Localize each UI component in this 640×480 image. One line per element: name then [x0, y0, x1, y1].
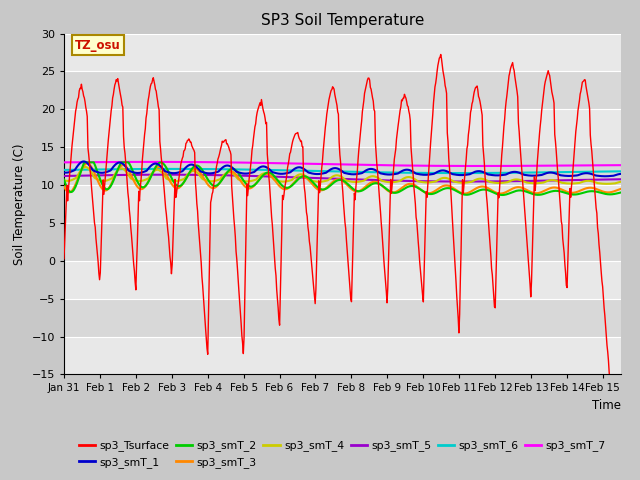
- Bar: [64, 336, 621, 374]
- X-axis label: Time: Time: [592, 399, 621, 412]
- Y-axis label: Soil Temperature (C): Soil Temperature (C): [13, 143, 26, 265]
- Bar: [64, 72, 621, 109]
- Text: TZ_osu: TZ_osu: [75, 39, 121, 52]
- Bar: [64, 147, 621, 185]
- Title: SP3 Soil Temperature: SP3 Soil Temperature: [260, 13, 424, 28]
- Bar: [64, 109, 621, 147]
- Bar: [64, 223, 621, 261]
- Bar: [64, 185, 621, 223]
- Bar: [64, 261, 621, 299]
- Legend: sp3_Tsurface, sp3_smT_1, sp3_smT_2, sp3_smT_3, sp3_smT_4, sp3_smT_5, sp3_smT_6, : sp3_Tsurface, sp3_smT_1, sp3_smT_2, sp3_…: [75, 436, 610, 472]
- Bar: [64, 34, 621, 72]
- Bar: [64, 299, 621, 336]
